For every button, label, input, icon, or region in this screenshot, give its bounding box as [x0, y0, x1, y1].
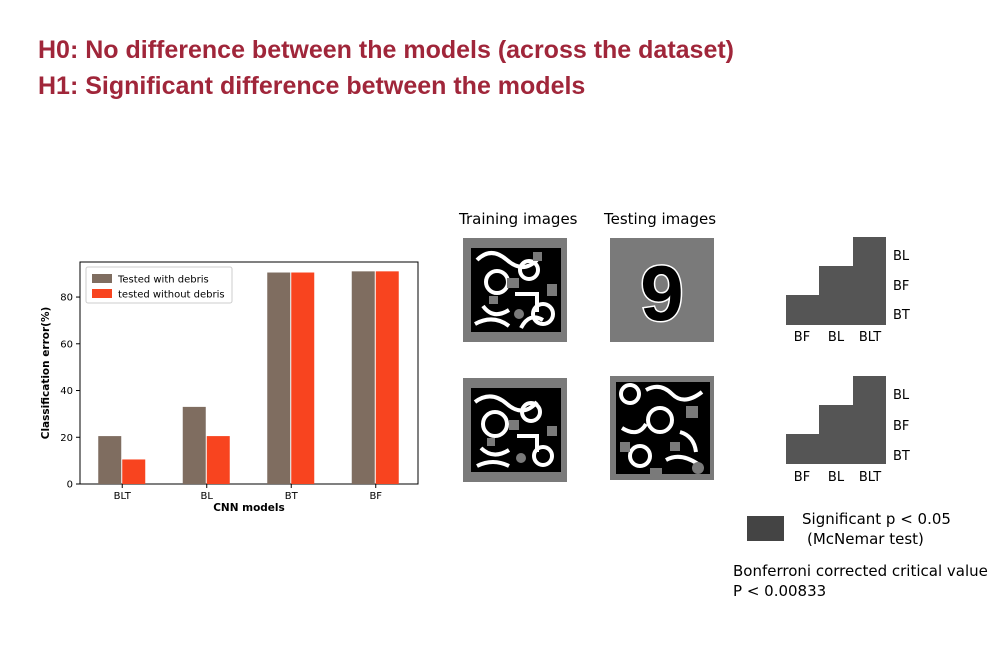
col-label-bf: BF [794, 330, 810, 345]
classification-error-chart: 0 20 40 60 80 BLT BL BT BF CNN models Classificati… [40, 261, 419, 514]
significance-legend-line2: (McNemar test) [807, 530, 924, 548]
stair-row-bt [786, 295, 886, 325]
row-label-bl: BL [893, 249, 910, 264]
bar-with-debris-bt [267, 272, 291, 484]
hypothesis-h0: H0: No difference between the models (ac… [38, 36, 735, 64]
hypothesis-h1: H1: Significant difference between the m… [38, 72, 586, 100]
stair-row-bf [819, 405, 886, 434]
digit-image: 9 [639, 248, 685, 339]
bar-without-debris-bf [375, 271, 399, 484]
row-label-bf: BF [893, 279, 909, 294]
col-label-bf: BF [794, 470, 810, 485]
bar-without-debris-bl [206, 436, 230, 484]
y-tick-label: 40 [60, 386, 73, 397]
col-label-bl: BL [828, 470, 845, 485]
x-tick-label: BF [369, 491, 382, 502]
col-label-blt: BLT [859, 470, 881, 485]
bonferroni-note-line2: P < 0.00833 [733, 582, 827, 600]
stair-row-bf [819, 266, 886, 295]
legend-entry: tested without debris [118, 290, 225, 301]
plot-frame [79, 261, 419, 485]
digit-label: 9 [640, 249, 683, 337]
testing-image-bottom [610, 376, 714, 480]
y-tick-label: 60 [60, 339, 73, 350]
bonferroni-note-line1: Bonferroni corrected critical value [733, 562, 988, 580]
significance-legend-swatch [747, 516, 784, 541]
debris-pattern [616, 382, 710, 474]
row-label-bf: BF [893, 419, 909, 434]
legend-swatch [92, 289, 112, 298]
y-tick-label: 80 [60, 293, 73, 304]
legend-entry: Tested with debris [117, 275, 209, 286]
x-tick-label: BT [285, 491, 299, 502]
testing-image-top: 9 [610, 238, 714, 342]
stair-row-bl [853, 376, 886, 405]
testing-images-title: Testing images [604, 210, 717, 228]
x-tick-label: BLT [114, 491, 132, 502]
y-tick-label: 20 [60, 433, 73, 444]
debris-pattern [471, 248, 561, 332]
chart-legend [85, 266, 233, 304]
significance-matrix-top: BL BF BT BF BL BLT [786, 237, 910, 345]
stair-row-bt [786, 434, 886, 464]
legend-swatch [92, 274, 112, 283]
debris-pattern [471, 388, 561, 472]
col-label-blt: BLT [859, 330, 881, 345]
bar-without-debris-blt [122, 459, 146, 484]
row-label-bt: BT [893, 449, 910, 464]
row-label-bt: BT [893, 308, 910, 323]
bar-without-debris-bt [291, 272, 315, 484]
row-label-bl: BL [893, 388, 910, 403]
bar-with-debris-bl [182, 406, 206, 484]
bar-with-debris-blt [98, 436, 122, 484]
stair-row-bl [853, 237, 886, 266]
significance-matrix-bottom: BL BF BT BF BL BLT [786, 376, 910, 485]
y-tick-label: 0 [67, 480, 73, 491]
x-tick-label: BL [201, 491, 214, 502]
col-label-bl: BL [828, 330, 845, 345]
bar-with-debris-bf [351, 271, 375, 484]
x-axis-label: CNN models [213, 502, 285, 514]
training-images-title: Training images [459, 210, 578, 228]
training-image-bottom [463, 378, 567, 482]
significance-legend-line1: Significant p < 0.05 [802, 510, 951, 528]
training-image-top [463, 238, 567, 342]
y-axis-label: Classification error(%) [40, 307, 52, 440]
